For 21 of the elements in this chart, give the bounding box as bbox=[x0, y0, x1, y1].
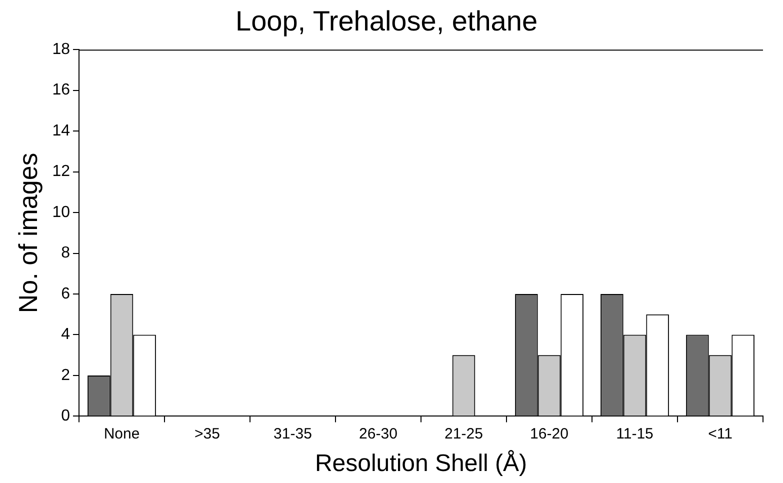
y-tick-label: 0 bbox=[61, 408, 70, 425]
y-tick-label: 18 bbox=[52, 41, 70, 58]
x-tick-label: 21-25 bbox=[444, 425, 483, 442]
chart-title: Loop, Trehalose, ethane bbox=[235, 6, 538, 37]
x-tick-label: 11-15 bbox=[616, 425, 654, 442]
y-tick-label: 8 bbox=[61, 244, 70, 262]
y-tick-label: 14 bbox=[52, 122, 70, 140]
y-tick-label: 4 bbox=[61, 326, 70, 344]
y-tick-label: 12 bbox=[52, 163, 70, 180]
y-axis-title: No. of images bbox=[12, 152, 43, 314]
x-tick-label: <11 bbox=[708, 425, 732, 442]
y-tick-label: 10 bbox=[52, 204, 70, 221]
x-tick-label: >35 bbox=[194, 425, 220, 442]
x-tick-label: 26-30 bbox=[359, 425, 398, 442]
y-tick-label: 2 bbox=[61, 366, 70, 384]
x-axis-title: Resolution Shell (Å) bbox=[314, 450, 528, 478]
x-tick-label: 31-35 bbox=[274, 425, 312, 442]
y-tick-label: 6 bbox=[61, 285, 70, 302]
x-tick-label: None bbox=[104, 425, 140, 442]
y-tick-label: 16 bbox=[52, 82, 70, 99]
x-tick-label: 16-20 bbox=[530, 425, 568, 442]
